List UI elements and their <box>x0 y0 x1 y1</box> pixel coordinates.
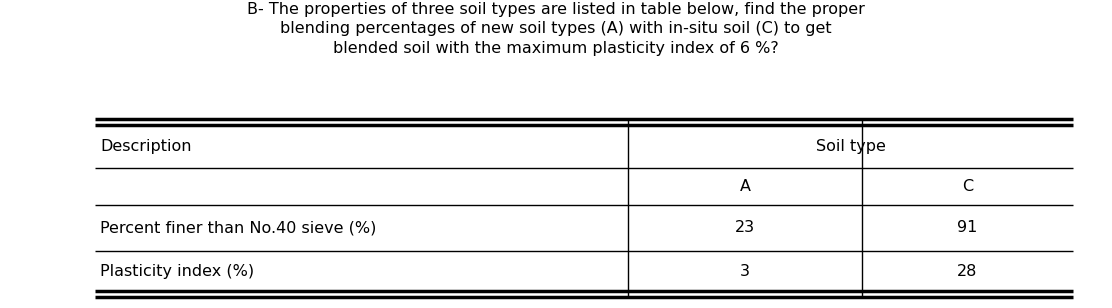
Text: Plasticity index (%): Plasticity index (%) <box>100 264 255 278</box>
Text: 28: 28 <box>957 264 977 278</box>
Text: A: A <box>739 179 751 194</box>
Text: 3: 3 <box>741 264 749 278</box>
Text: Percent finer than No.40 sieve (%): Percent finer than No.40 sieve (%) <box>100 221 377 235</box>
Text: 91: 91 <box>957 221 977 235</box>
Text: 23: 23 <box>735 221 755 235</box>
Text: Soil type: Soil type <box>816 139 885 154</box>
Text: B- The properties of three soil types are listed in table below, find the proper: B- The properties of three soil types ar… <box>247 2 865 56</box>
Text: C: C <box>962 179 973 194</box>
Text: Description: Description <box>100 139 191 154</box>
